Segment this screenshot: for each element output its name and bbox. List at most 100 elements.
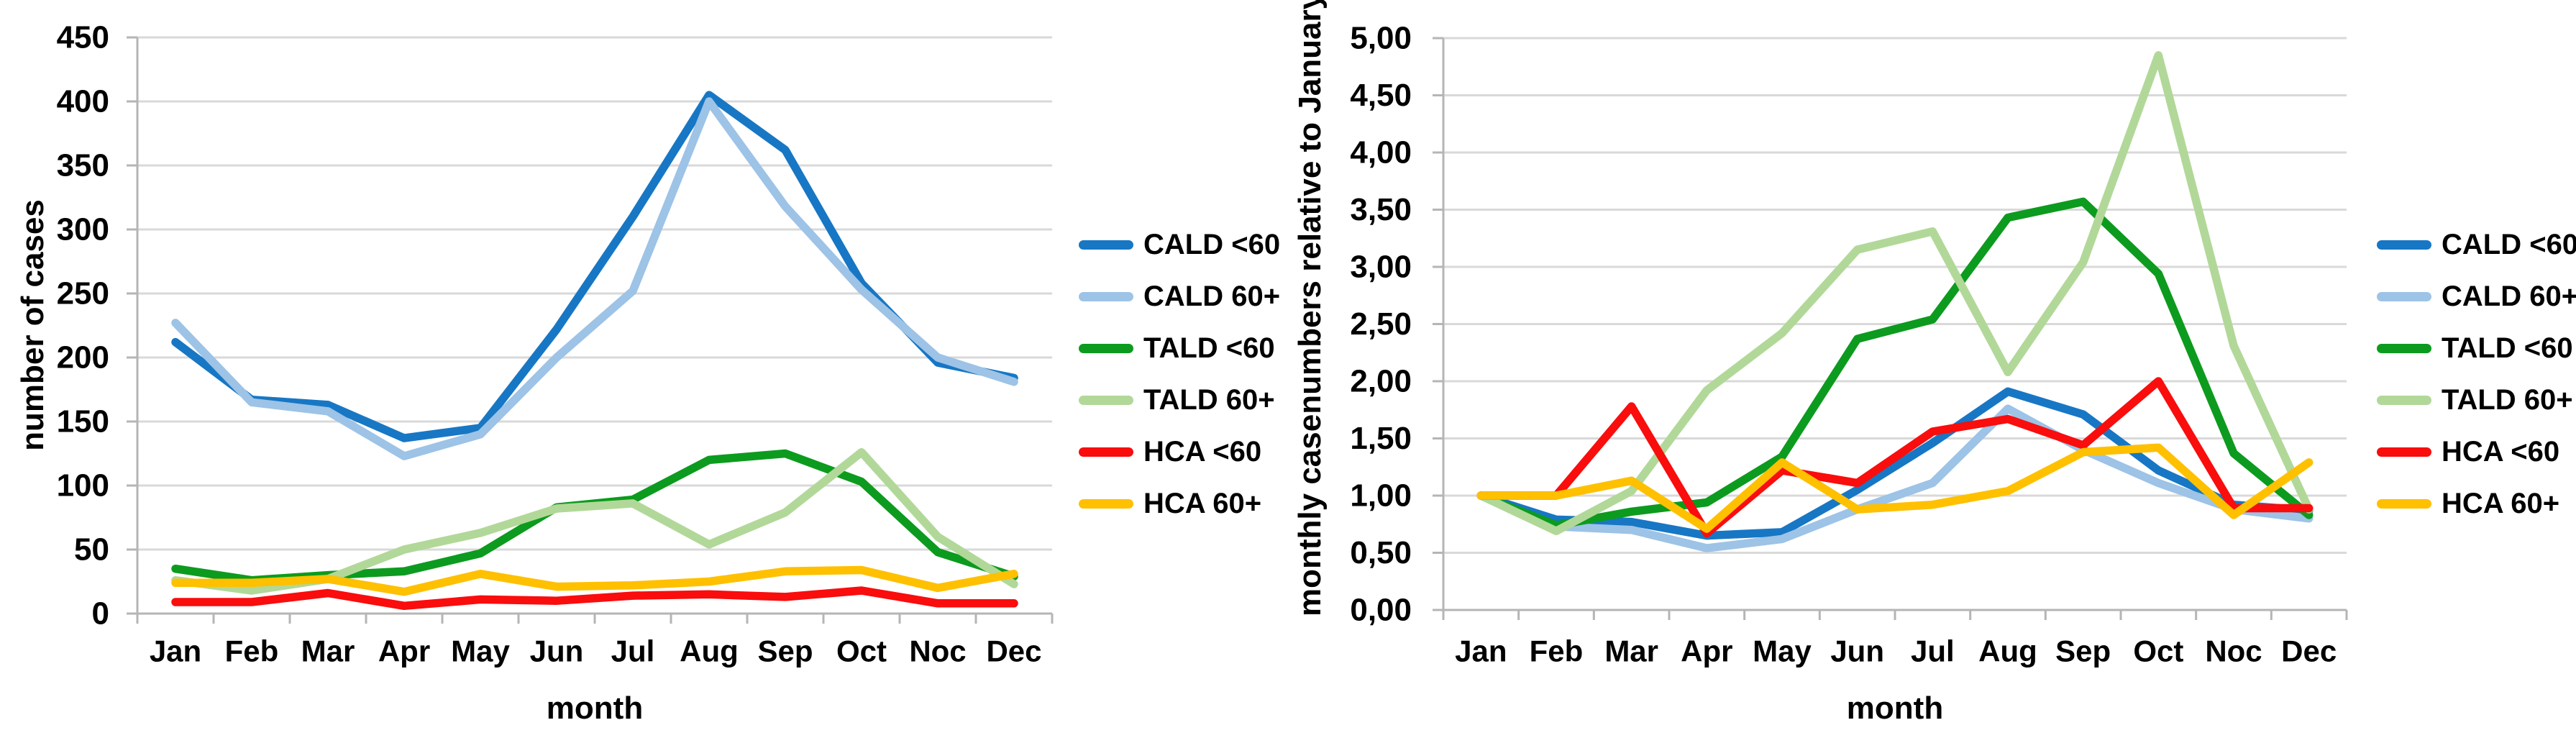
- month-label: Jul: [1911, 634, 1955, 668]
- month-label: Mar: [1604, 634, 1658, 668]
- y-tick-label: 2,50: [1350, 306, 1412, 342]
- y-tick-label: 0,50: [1350, 535, 1412, 570]
- legend-label: TALD 60+: [2442, 383, 2573, 416]
- legend-label: CALD 60+: [2442, 280, 2576, 312]
- legend-label: CALD <60: [2442, 228, 2576, 260]
- legend-swatch-line: [1079, 240, 1133, 250]
- legend-swatch-line: [1079, 343, 1133, 353]
- y-tick-label: 350: [57, 148, 109, 183]
- y-tick-label: 50: [74, 532, 109, 568]
- series-line-cald-60: [1476, 387, 2314, 540]
- y-tick-label: 150: [57, 404, 109, 439]
- month-label: Noc: [909, 634, 966, 668]
- month-label: Aug: [680, 634, 739, 668]
- series-line-hca-60-: [171, 565, 1018, 596]
- month-label: May: [451, 634, 510, 668]
- y-tick-label: 4,00: [1350, 135, 1412, 170]
- month-label: Dec: [2281, 634, 2337, 668]
- month-label: Mar: [301, 634, 355, 668]
- month-label: Jan: [1455, 634, 1507, 668]
- legend-label: HCA 60+: [2442, 487, 2560, 519]
- month-label: Apr: [378, 634, 430, 668]
- right-x-axis-title: month: [1846, 691, 1944, 726]
- y-tick-label: 4,50: [1350, 78, 1412, 113]
- legend-item-tald-60plus: TALD 60+: [2377, 374, 2576, 426]
- left-y-axis-title: number of cases: [15, 199, 50, 451]
- y-tick-label: 200: [57, 340, 109, 375]
- month-label: Oct: [2133, 634, 2183, 668]
- legend-swatch-line: [1079, 291, 1133, 301]
- y-tick-label: 5,00: [1350, 21, 1412, 56]
- month-label: Sep: [2055, 634, 2111, 668]
- series-line-cald-60-: [1476, 404, 2314, 552]
- right-legend: CALD <60 CALD 60+ TALD <60 TALD 60+ HCA …: [2377, 219, 2576, 529]
- legend-label: HCA <60: [2442, 435, 2560, 468]
- legend-item-cald-lt60: CALD <60: [2377, 219, 2576, 270]
- legend-item-hca-60plus: HCA 60+: [2377, 478, 2576, 529]
- series-line-tald-60: [1476, 197, 2314, 530]
- series-line-hca-60: [1476, 377, 2314, 538]
- series-line-tald-60-: [1476, 51, 2314, 536]
- legend-item-tald-60plus: TALD 60+: [1079, 374, 1280, 426]
- series-line-hca-60-: [1476, 443, 2314, 533]
- month-label: Sep: [757, 634, 813, 668]
- month-label: Dec: [986, 634, 1041, 668]
- month-label: Feb: [1530, 634, 1584, 668]
- month-label: Jun: [1830, 634, 1884, 668]
- legend-label: TALD <60: [2442, 332, 2573, 364]
- y-tick-label: 250: [57, 276, 109, 311]
- legend-swatch-line: [1079, 498, 1133, 509]
- legend-label: TALD <60: [1143, 332, 1275, 364]
- month-label: Feb: [225, 634, 279, 668]
- legend-label: CALD 60+: [1143, 280, 1281, 312]
- month-label: Aug: [1978, 634, 2037, 668]
- left-legend: CALD <60 CALD 60+ TALD <60 TALD 60+ HCA …: [1079, 219, 1280, 529]
- legend-item-cald-60plus: CALD 60+: [2377, 270, 2576, 322]
- legend-item-hca-60plus: HCA 60+: [1079, 478, 1280, 529]
- legend-swatch-line: [1079, 395, 1133, 405]
- y-tick-label: 450: [57, 20, 109, 55]
- y-tick-label: 3,00: [1350, 250, 1412, 285]
- legend-swatch-line: [2377, 343, 2431, 353]
- series-line-cald-60-: [171, 97, 1018, 460]
- month-label: Jul: [611, 634, 655, 668]
- legend-item-tald-lt60: TALD <60: [2377, 322, 2576, 374]
- legend-item-hca-lt60: HCA <60: [2377, 426, 2576, 478]
- series-line-cald-60: [171, 91, 1018, 442]
- legend-swatch-line: [2377, 240, 2431, 250]
- legend-item-hca-lt60: HCA <60: [1079, 426, 1280, 478]
- legend-item-tald-lt60: TALD <60: [1079, 322, 1280, 374]
- series-line-hca-60: [171, 586, 1018, 611]
- y-tick-label: 400: [57, 84, 109, 119]
- month-label: Apr: [1681, 634, 1732, 668]
- legend-label: HCA <60: [1143, 435, 1262, 468]
- series-line-tald-60: [171, 449, 1018, 585]
- month-label: May: [1753, 634, 1812, 668]
- legend-label: TALD 60+: [1143, 383, 1275, 416]
- right-y-axis-title: monthly casenumbers relative to January: [1292, 0, 1328, 616]
- legend-swatch-line: [2377, 291, 2431, 301]
- y-tick-label: 0,00: [1350, 593, 1412, 628]
- legend-item-cald-lt60: CALD <60: [1079, 219, 1280, 270]
- y-tick-label: 2,00: [1350, 364, 1412, 399]
- month-label: Jun: [530, 634, 584, 668]
- legend-swatch-line: [2377, 498, 2431, 509]
- legend-item-cald-60plus: CALD 60+: [1079, 270, 1280, 322]
- month-label: Jan: [150, 634, 201, 668]
- legend-label: CALD <60: [1143, 228, 1281, 260]
- month-label: Oct: [836, 634, 887, 668]
- legend-swatch-line: [2377, 447, 2431, 457]
- legend-swatch-line: [2377, 395, 2431, 405]
- y-tick-label: 1,50: [1350, 421, 1412, 456]
- month-label: Noc: [2205, 634, 2262, 668]
- legend-swatch-line: [1079, 447, 1133, 457]
- y-tick-label: 1,00: [1350, 478, 1412, 514]
- series-line-tald-60-: [171, 447, 1018, 595]
- y-tick-label: 100: [57, 468, 109, 504]
- legend-label: HCA 60+: [1143, 487, 1262, 519]
- y-tick-label: 0: [92, 596, 109, 632]
- y-tick-label: 3,50: [1350, 192, 1412, 227]
- y-tick-label: 300: [57, 212, 109, 247]
